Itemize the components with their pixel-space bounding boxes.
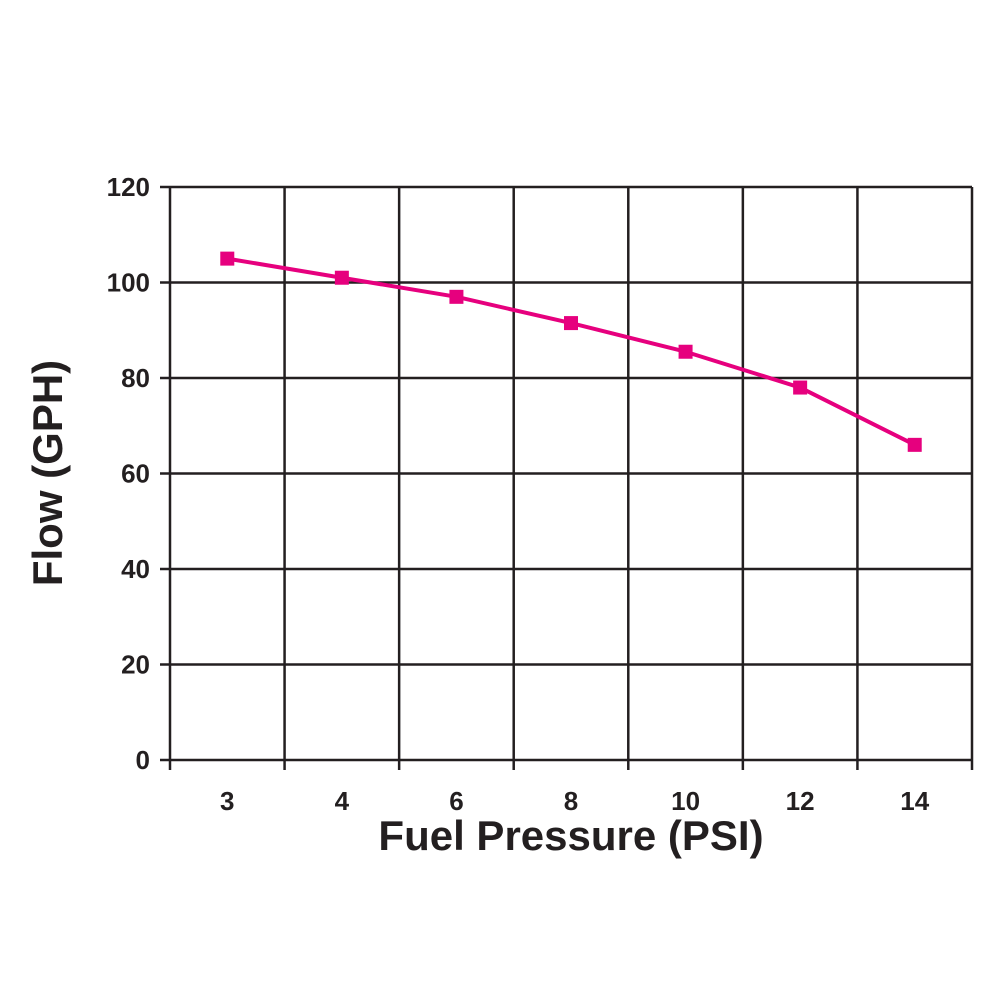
data-point-marker (449, 289, 464, 304)
data-point-marker (678, 344, 693, 359)
y-tick-label: 20 (121, 650, 150, 680)
x-tick-label: 10 (671, 786, 700, 816)
y-tick-label: 120 (107, 172, 150, 202)
y-tick-label: 80 (121, 363, 150, 393)
x-tick-label: 8 (564, 786, 578, 816)
x-axis-title: Fuel Pressure (PSI) (378, 812, 763, 859)
data-point-marker (793, 380, 808, 395)
data-point-marker (334, 270, 349, 285)
chart-grid (160, 185, 974, 770)
data-point-marker (564, 316, 578, 331)
series-line (226, 256, 916, 447)
x-tick-label: 4 (335, 786, 350, 816)
y-axis-title: Flow (GPH) (24, 360, 71, 586)
y-tick-label: 40 (121, 554, 150, 584)
data-point-marker (220, 251, 235, 266)
x-tick-label: 6 (449, 786, 463, 816)
y-tick-label: 0 (136, 745, 150, 775)
y-tick-label: 60 (121, 459, 150, 489)
x-axis-ticks: 3 4 6 8 10 12 14 (220, 786, 930, 816)
y-tick-label: 100 (107, 268, 150, 298)
series-group (220, 251, 922, 452)
y-axis-ticks: 0 20 40 60 80 100 120 (107, 172, 150, 775)
x-tick-label: 12 (786, 786, 815, 816)
data-point-marker (907, 437, 922, 452)
x-tick-label: 3 (220, 786, 234, 816)
x-tick-label: 14 (900, 786, 929, 816)
